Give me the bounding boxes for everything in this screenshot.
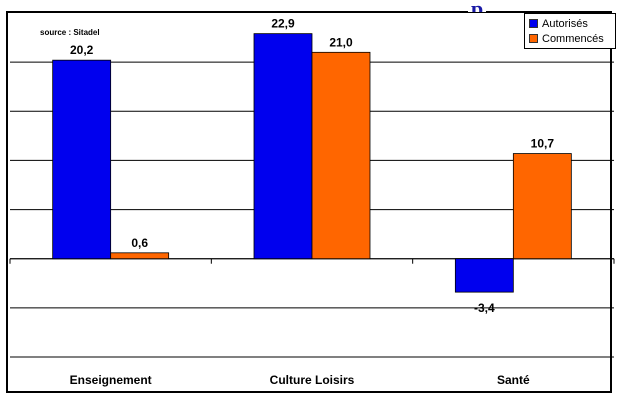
bar-commences (110, 252, 170, 260)
bar-autorises (253, 33, 313, 260)
data-label: 0,6 (131, 236, 148, 250)
data-label: -3,4 (474, 301, 495, 315)
legend: Autorisés Commencés (524, 13, 616, 49)
bar-autorises (52, 59, 112, 260)
legend-swatch-commences (529, 34, 538, 43)
legend-label-commences: Commencés (542, 32, 604, 45)
source-note: source : Sitadel (40, 28, 100, 37)
legend-label-autorises: Autorisés (542, 17, 588, 30)
category-label: Enseignement (70, 373, 152, 387)
category-label: Santé (497, 373, 530, 387)
bar-commences (311, 51, 371, 260)
data-label: 21,0 (329, 35, 353, 49)
bars (52, 33, 572, 293)
category-label: Culture Loisirs (270, 373, 355, 387)
data-label: 10,7 (531, 137, 555, 151)
bar-autorises (454, 258, 514, 293)
data-labels: 20,2 0,6 22,9 21,0 -3,4 10,7 (70, 17, 554, 315)
legend-item-commences: Commencés (529, 31, 611, 46)
legend-item-autorises: Autorisés (529, 16, 611, 31)
legend-swatch-autorises (529, 19, 538, 28)
data-label: 20,2 (70, 43, 94, 57)
chart-title-fragment: p (468, 0, 487, 12)
bar-commences (512, 153, 572, 260)
category-labels: Enseignement Culture Loisirs Santé (70, 373, 530, 387)
data-label: 22,9 (271, 17, 295, 31)
